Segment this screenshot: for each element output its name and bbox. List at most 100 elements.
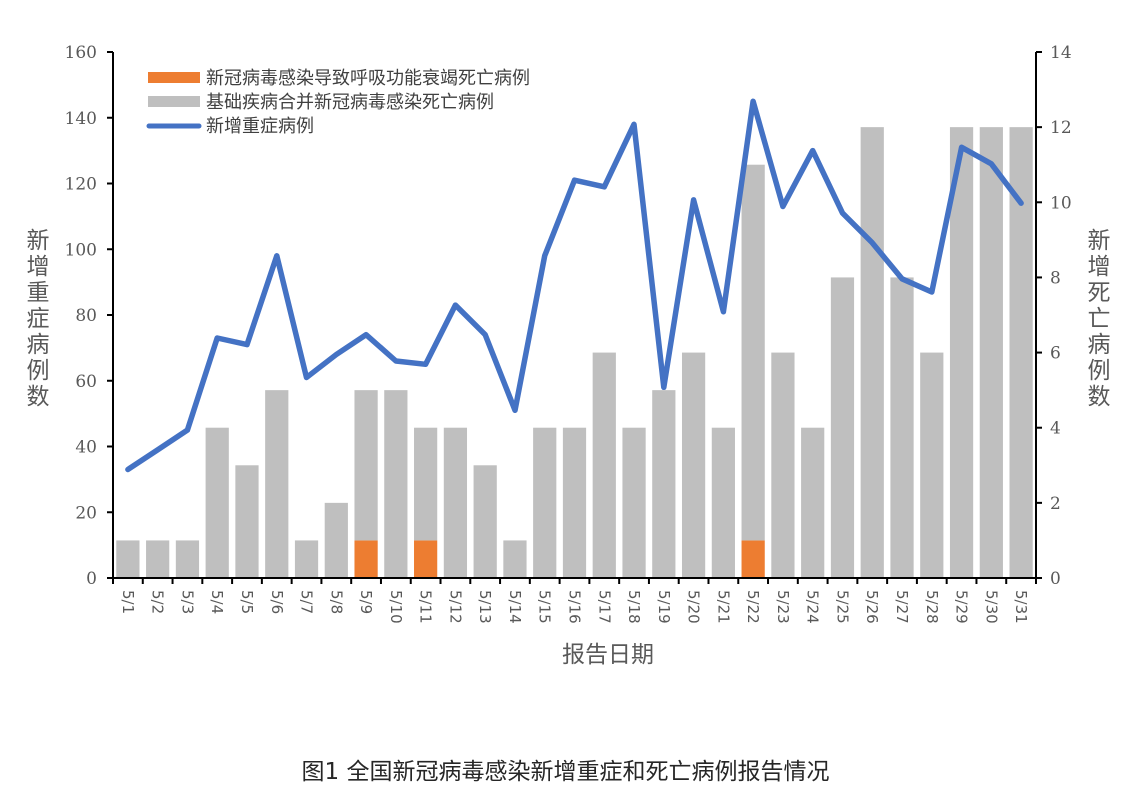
- line-new-severe-cases: [125, 98, 1024, 473]
- x-tick-label: 5/16: [566, 590, 584, 624]
- line-series-new-severe-cases: [125, 98, 1024, 473]
- bar-comorbidity-5-22: [741, 164, 765, 541]
- bar-comorbidity-5-19: [652, 390, 676, 578]
- bar-comorbidity-5-31: [1009, 127, 1033, 579]
- bar-comorbidity-5-2: [146, 540, 170, 578]
- bar-comorbidity-5-17: [592, 352, 616, 578]
- bar-comorbidity-5-27: [890, 277, 914, 578]
- left-tick-label: 0: [86, 569, 97, 589]
- right-tick-label: 2: [1050, 494, 1061, 514]
- bar-comorbidity-5-20: [681, 352, 706, 578]
- bar-comorbidity-5-8: [324, 502, 348, 578]
- bar-comorbidity-5-18: [622, 427, 646, 578]
- right-y-axis-ticks: 0 2 4 6 8 10 12 14: [1036, 43, 1072, 589]
- right-tick-label: 10: [1050, 193, 1072, 213]
- x-tick-label: 5/13: [476, 590, 494, 624]
- x-tick-label: 5/10: [387, 590, 405, 624]
- bar-comorbidity-5-21: [711, 427, 735, 578]
- right-tick-label: 8: [1050, 268, 1061, 288]
- x-tick-label: 5/12: [446, 590, 464, 624]
- x-tick-label: 5/8: [327, 590, 345, 614]
- legend-swatch-orange: [148, 72, 200, 83]
- bar-series-deaths: [116, 127, 1033, 579]
- bar-comorbidity-5-13: [473, 465, 497, 578]
- x-tick-label: 5/26: [863, 590, 881, 624]
- left-y-axis-ticks: 0 20 40 60 80 100 120 140 160: [65, 43, 113, 589]
- x-axis-title: 报告日期: [562, 642, 654, 668]
- left-tick-label: 160: [65, 43, 97, 63]
- x-tick-label: 5/3: [178, 590, 196, 614]
- left-tick-label: 40: [75, 438, 97, 458]
- x-tick-label: 5/28: [923, 590, 941, 624]
- x-tick-label: 5/1: [119, 590, 137, 614]
- bar-respiratory-failure-5-11: [414, 540, 438, 578]
- bar-comorbidity-5-6: [265, 390, 289, 578]
- legend-label: 新增重症病例: [206, 116, 314, 137]
- left-tick-label: 20: [75, 503, 97, 523]
- x-tick-label: 5/19: [655, 590, 673, 624]
- x-tick-label: 5/31: [1012, 590, 1030, 624]
- right-tick-label: 4: [1050, 419, 1061, 439]
- right-tick-label: 0: [1050, 569, 1061, 589]
- x-tick-label: 5/27: [893, 590, 911, 624]
- legend-item-new-severe-cases: 新增重症病例: [146, 116, 314, 137]
- bar-comorbidity-5-29: [949, 127, 974, 579]
- legend-label: 基础疾病合并新冠病毒感染死亡病例: [206, 92, 494, 113]
- bar-comorbidity-5-30: [979, 127, 1003, 579]
- x-tick-label: 5/15: [536, 590, 554, 624]
- bar-comorbidity-5-1: [116, 540, 140, 578]
- right-tick-label: 6: [1050, 344, 1061, 364]
- left-tick-label: 60: [75, 372, 97, 392]
- x-tick-label: 5/29: [953, 590, 971, 624]
- x-tick-label: 5/4: [208, 590, 226, 614]
- x-axis-ticks: 5/1 5/2 5/3 5/4 5/5 5/6 5/7 5/8 5/9 5/10 5/11 5/12 5…: [112, 578, 1037, 624]
- x-tick-label: 5/20: [685, 590, 703, 624]
- bar-comorbidity-5-5: [235, 465, 259, 578]
- left-y-axis-title: 新增重症病例数: [27, 228, 50, 410]
- x-tick-label: 5/23: [774, 590, 792, 624]
- legend-label: 新冠病毒感染导致呼吸功能衰竭死亡病例: [206, 68, 530, 89]
- bar-comorbidity-5-16: [562, 427, 587, 578]
- x-tick-label: 5/18: [625, 590, 643, 624]
- x-tick-label: 5/30: [982, 590, 1000, 624]
- x-tick-label: 5/9: [357, 590, 375, 614]
- x-tick-label: 5/6: [268, 590, 286, 614]
- bar-comorbidity-5-12: [443, 427, 468, 578]
- bar-comorbidity-5-24: [801, 427, 825, 578]
- bar-comorbidity-5-7: [294, 540, 319, 578]
- x-tick-label: 5/25: [833, 590, 851, 624]
- combo-chart-svg: 0 20 40 60 80 100 120 140 160 0 2 4 6 8 10 12 14 5/1 5/2…: [27, 43, 1111, 668]
- x-tick-label: 5/22: [744, 590, 762, 624]
- bar-respiratory-failure-5-22: [741, 540, 765, 578]
- bar-comorbidity-5-4: [205, 427, 229, 578]
- bar-comorbidity-5-15: [533, 427, 557, 578]
- bar-comorbidity-5-9: [354, 390, 378, 541]
- x-tick-label: 5/7: [298, 590, 316, 614]
- left-tick-label: 100: [65, 240, 97, 260]
- x-tick-label: 5/17: [595, 590, 613, 624]
- x-tick-label: 5/5: [238, 590, 256, 614]
- bar-comorbidity-5-3: [175, 540, 200, 578]
- left-tick-label: 120: [65, 175, 97, 195]
- bar-respiratory-failure-5-9: [354, 540, 378, 578]
- legend-swatch-gray: [148, 96, 200, 107]
- x-tick-label: 5/14: [506, 590, 524, 624]
- bar-comorbidity-5-14: [503, 540, 527, 578]
- legend: 新冠病毒感染导致呼吸功能衰竭死亡病例 基础疾病合并新冠病毒感染死亡病例 新增重症…: [146, 68, 530, 137]
- right-y-axis-title: 新增死亡病例数: [1088, 228, 1111, 410]
- left-tick-label: 80: [75, 306, 97, 326]
- x-tick-label: 5/24: [804, 590, 822, 624]
- bar-comorbidity-5-11: [414, 427, 438, 541]
- bar-comorbidity-5-28: [920, 352, 944, 578]
- legend-item-respiratory-failure-deaths: 新冠病毒感染导致呼吸功能衰竭死亡病例: [148, 68, 530, 89]
- right-tick-label: 14: [1050, 43, 1072, 63]
- bar-comorbidity-5-25: [830, 277, 855, 578]
- x-tick-label: 5/21: [714, 590, 732, 624]
- bar-comorbidity-5-26: [860, 127, 884, 579]
- bar-comorbidity-5-23: [771, 352, 795, 578]
- x-tick-label: 5/11: [417, 590, 435, 624]
- right-tick-label: 12: [1050, 118, 1072, 138]
- legend-item-comorbidity-deaths: 基础疾病合并新冠病毒感染死亡病例: [148, 92, 494, 113]
- left-tick-label: 140: [65, 109, 97, 129]
